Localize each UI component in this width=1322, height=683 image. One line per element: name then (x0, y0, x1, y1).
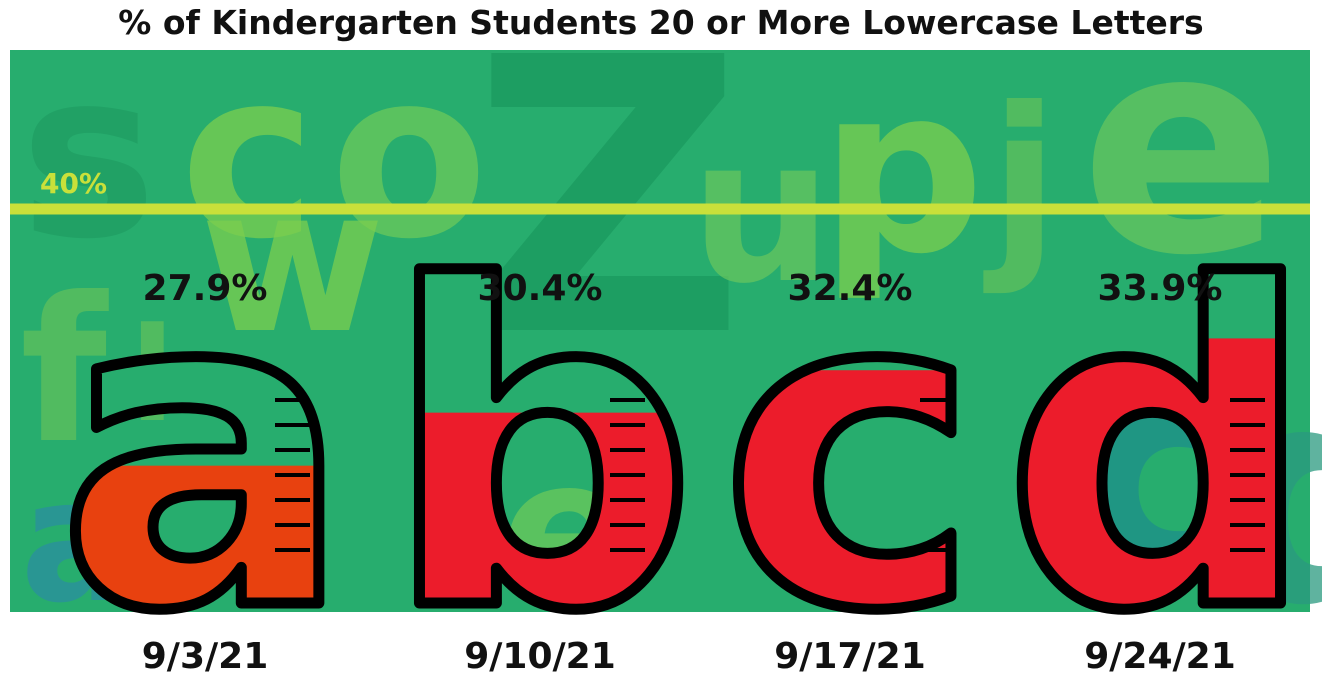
x-tick-label: 9/10/21 (464, 636, 616, 677)
x-tick-label: 9/24/21 (1084, 636, 1236, 677)
value-label: 32.4% (788, 268, 913, 309)
x-tick-label: 9/3/21 (142, 636, 269, 677)
chart-title: % of Kindergarten Students 20 or More Lo… (118, 3, 1203, 42)
value-label: 33.9% (1098, 268, 1223, 309)
x-tick-label: 9/17/21 (774, 636, 926, 677)
page: abcd scoZupjewflaecd40%aa27.9%9/3/21bb30… (0, 0, 1322, 683)
value-label: 30.4% (478, 268, 603, 309)
value-label: 27.9% (143, 268, 268, 309)
chart: abcd scoZupjewflaecd40%aa27.9%9/3/21bb30… (0, 0, 1322, 683)
